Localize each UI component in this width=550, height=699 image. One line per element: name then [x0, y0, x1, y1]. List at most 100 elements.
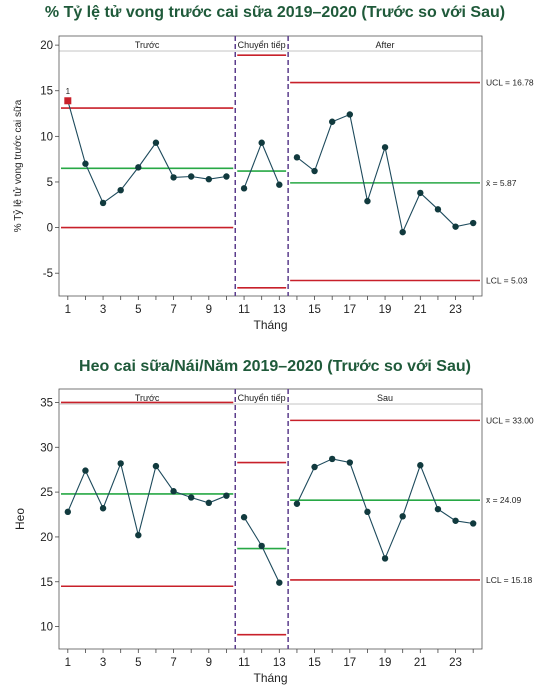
y-tick-label: 30	[40, 442, 53, 454]
x-tick-label: 15	[308, 304, 321, 316]
center-value-label: x̄ = 24.09	[486, 495, 521, 505]
phase-label-2: Chuyển tiếp	[238, 393, 286, 403]
y-axis-title: Heo	[13, 508, 27, 530]
data-point	[293, 154, 301, 161]
y-tick-label: 20	[40, 532, 53, 544]
y-tick-label: 5	[47, 177, 53, 189]
data-point	[417, 189, 424, 197]
data-point	[152, 462, 160, 470]
y-axis-title: % Tỷ lệ tử vong trước cai sữa	[12, 99, 24, 232]
data-point	[276, 181, 283, 188]
data-point	[469, 520, 477, 527]
data-point	[434, 505, 442, 513]
chart-title-weaned: Heo cai sữa/Nái/Năm 2019–2020 (Trước so …	[79, 358, 471, 375]
y-tick-label: 10	[40, 622, 53, 634]
data-point	[293, 500, 301, 507]
data-point	[240, 185, 248, 192]
data-point	[399, 228, 406, 236]
plot-frame	[58, 388, 483, 650]
data-point	[469, 219, 477, 227]
data-point	[240, 514, 248, 521]
ucl-value-label: UCL = 16.78	[486, 78, 534, 88]
y-tick-label: -5	[43, 268, 53, 280]
series-line-phase-2	[243, 141, 280, 189]
data-point	[434, 206, 442, 213]
series-line-phase-3	[296, 113, 474, 234]
data-point	[170, 174, 177, 181]
x-tick-label: 13	[273, 304, 286, 316]
flagged-point	[64, 97, 72, 105]
chart-title-mortality: % Tỷ lệ tử vong trước cai sữa 2019–2020 …	[44, 4, 506, 21]
x-tick-label: 1	[65, 304, 71, 316]
data-point	[364, 508, 371, 516]
lcl-value-label: LCL = 5.03	[486, 275, 528, 285]
y-tick-label: 15	[40, 577, 53, 589]
x-tick-label: 15	[308, 657, 321, 669]
x-tick-label: 19	[379, 657, 392, 669]
x-tick-label: 7	[170, 657, 176, 669]
data-point	[205, 499, 213, 507]
data-point	[187, 494, 195, 501]
x-tick-label: 3	[100, 304, 106, 316]
data-point	[223, 173, 230, 180]
data-point	[417, 462, 424, 469]
x-tick-label: 1	[65, 657, 71, 669]
y-tick-label: 0	[47, 223, 53, 235]
x-tick-label: 7	[170, 304, 176, 316]
data-point	[82, 467, 89, 474]
x-tick-label: 21	[414, 304, 427, 316]
data-point	[99, 199, 107, 207]
data-point	[223, 492, 230, 499]
x-tick-label: 23	[449, 304, 462, 316]
data-point	[328, 455, 336, 463]
flag-label: 1	[66, 87, 71, 96]
x-tick-label: 17	[343, 304, 356, 316]
data-point	[311, 167, 318, 175]
data-point	[187, 173, 195, 180]
x-axis-title: Tháng	[253, 671, 287, 685]
phase-label-2: Chuyển tiếp	[238, 40, 286, 50]
x-tick-label: 9	[206, 657, 212, 669]
chart-2: Trước Chuyển tiếp Sau UCL = 33.00 x̄ = 24.09…	[13, 388, 534, 685]
phase-label-1: Trước	[135, 393, 160, 403]
y-tick-label: 25	[40, 487, 53, 499]
data-point	[258, 542, 265, 550]
x-tick-label: 11	[238, 657, 250, 669]
y-tick-label: 15	[40, 86, 53, 98]
series-line-phase-1	[67, 100, 227, 204]
data-point	[82, 160, 89, 167]
x-tick-label: 3	[100, 657, 106, 669]
data-point	[381, 555, 389, 562]
series-line-phase-3	[296, 458, 474, 560]
x-tick-label: 23	[449, 657, 462, 669]
data-point	[452, 223, 459, 230]
x-tick-label: 19	[379, 304, 392, 316]
x-tick-label: 21	[414, 657, 427, 669]
series-line-phase-1	[67, 461, 227, 536]
data-point	[452, 517, 459, 524]
x-tick-label: 5	[135, 657, 141, 669]
x-tick-label: 11	[238, 304, 250, 316]
phase-label-3: Sau	[377, 393, 393, 403]
x-tick-label: 5	[135, 304, 141, 316]
phase-label-3: After	[376, 40, 395, 50]
x-tick-label: 17	[343, 657, 356, 669]
data-point	[346, 459, 354, 466]
series-line-phase-2	[243, 516, 280, 583]
data-point	[117, 186, 124, 194]
x-tick-label: 9	[206, 304, 212, 316]
data-point	[381, 144, 389, 151]
data-point	[99, 505, 107, 512]
center-value-label: x̄ = 5.87	[486, 178, 517, 188]
data-point	[170, 488, 177, 495]
data-point	[135, 164, 142, 171]
lcl-value-label: LCL = 15.18	[486, 575, 533, 585]
y-tick-label: 35	[40, 397, 53, 409]
data-point	[328, 118, 336, 125]
data-point	[117, 460, 124, 467]
data-point	[276, 579, 283, 586]
data-point	[258, 139, 265, 146]
y-tick-label: 10	[40, 131, 53, 143]
data-point	[135, 531, 142, 539]
